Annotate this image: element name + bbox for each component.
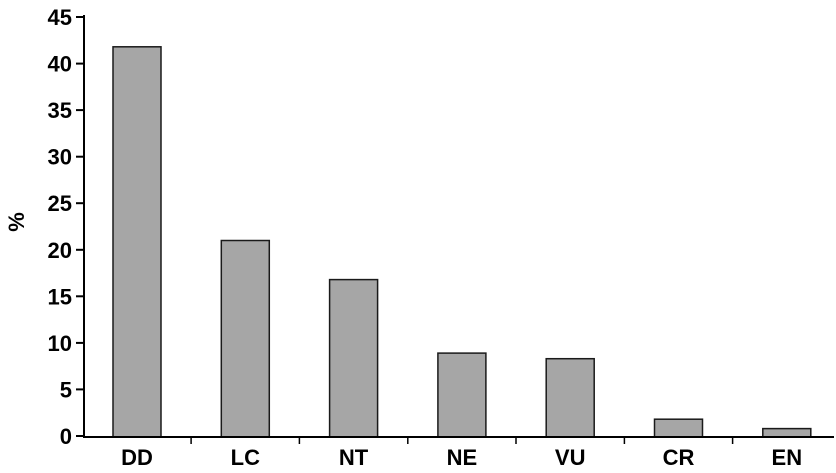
y-tick-label: 30 — [48, 145, 72, 170]
x-tick-label-nt: NT — [339, 445, 369, 468]
x-tick-label-lc: LC — [231, 445, 260, 468]
bar-nt — [328, 278, 379, 438]
y-tick-label: 5 — [60, 377, 72, 402]
x-tick-label-dd: DD — [121, 445, 153, 468]
bar-dd — [112, 46, 162, 438]
axes-group — [83, 15, 834, 438]
y-tick-label: 10 — [48, 331, 72, 356]
x-tick-label-vu: VU — [555, 445, 586, 468]
y-tick-label: 35 — [48, 98, 72, 123]
y-tick-label: 45 — [48, 5, 72, 30]
y-ticks-group: 0 5 10 15 20 25 30 35 40 45 — [48, 5, 84, 449]
bar-ne — [437, 352, 487, 438]
x-ticks-group: DD LC NT NE VU CR EN — [121, 437, 803, 470]
bar-cr — [653, 418, 704, 438]
bars-group — [112, 46, 812, 438]
bar-lc — [220, 239, 271, 438]
bar-vu — [545, 357, 595, 438]
x-tick-label-en: EN — [772, 445, 803, 468]
y-tick-label: 0 — [60, 424, 72, 449]
x-tick-label-cr: CR — [663, 445, 695, 468]
x-tick-label-ne: NE — [447, 445, 478, 468]
y-tick-label: 20 — [48, 238, 72, 263]
bar-en — [762, 427, 812, 438]
y-axis-label: % — [4, 212, 29, 232]
y-tick-label: 25 — [48, 191, 72, 216]
y-tick-label: 15 — [48, 284, 72, 309]
y-tick-label: 40 — [48, 52, 72, 77]
